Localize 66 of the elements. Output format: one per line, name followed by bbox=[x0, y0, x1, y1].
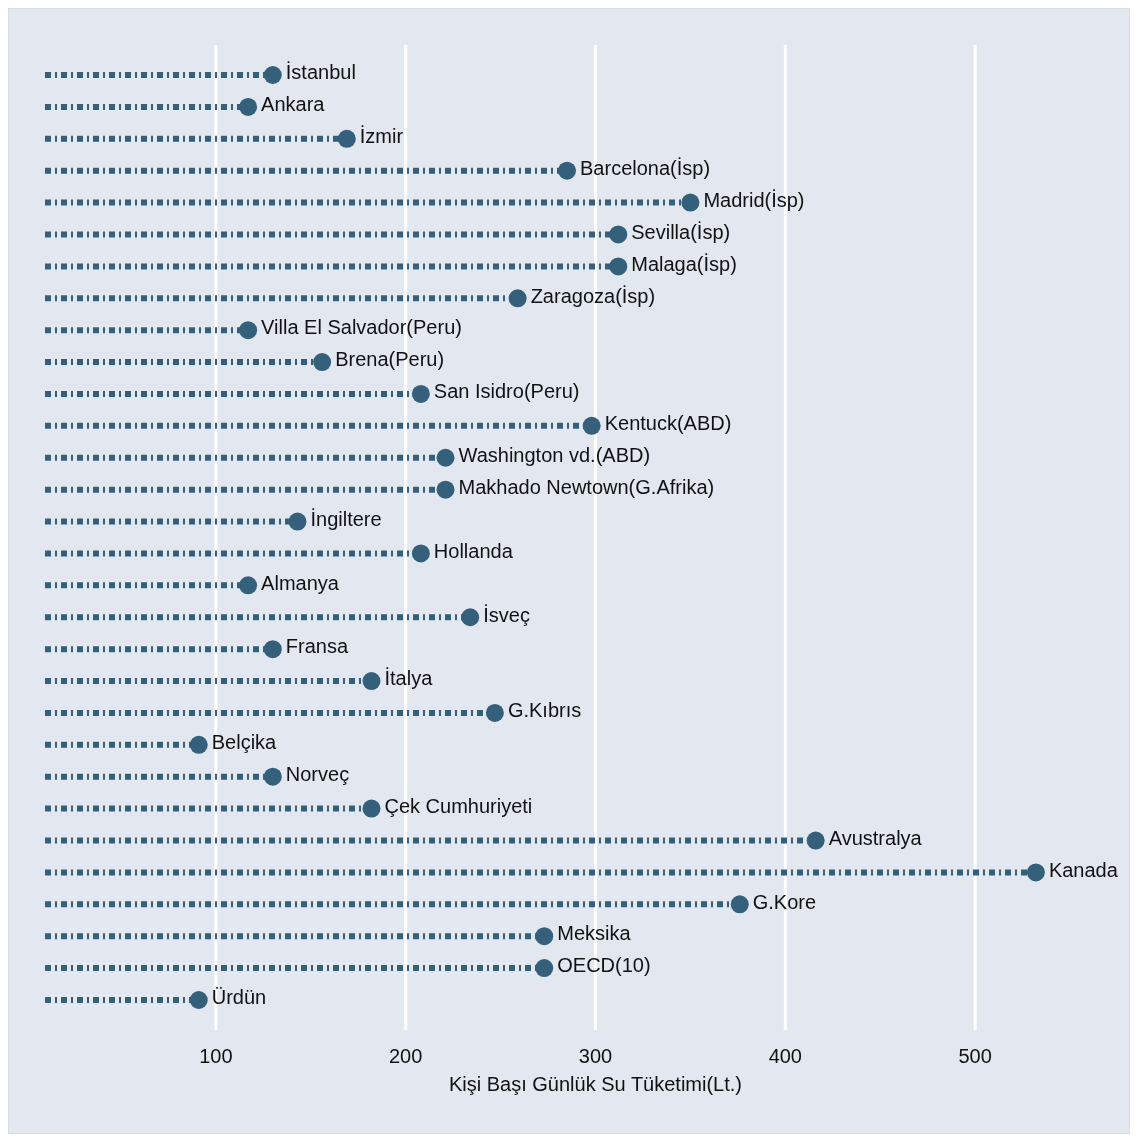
point bbox=[263, 640, 282, 659]
y-tick-label: Hollanda bbox=[433, 539, 514, 562]
y-tick-label: San Isidro(Peru) bbox=[433, 380, 580, 403]
y-tick-label: Belçika bbox=[211, 731, 278, 754]
y-tick-label: G.Kore bbox=[752, 890, 817, 913]
point bbox=[609, 257, 628, 276]
y-tick-label: Villa El Salvador(Peru) bbox=[261, 316, 462, 339]
y-tick-label: G.Kıbrıs bbox=[507, 699, 582, 722]
y-tick-label: Avustralya bbox=[828, 826, 923, 849]
x-tick-label: 400 bbox=[768, 1045, 802, 1068]
point bbox=[189, 991, 208, 1009]
point bbox=[436, 448, 455, 467]
y-tick-label: Fransa bbox=[285, 635, 349, 658]
point bbox=[411, 384, 430, 403]
point bbox=[609, 225, 628, 244]
point bbox=[313, 353, 332, 372]
point bbox=[535, 927, 554, 946]
point bbox=[558, 161, 577, 180]
y-tick-label: İstanbul bbox=[285, 61, 356, 84]
y-tick-label: Malaga(İsp) bbox=[631, 252, 737, 275]
point bbox=[436, 480, 455, 499]
x-tick-label: 300 bbox=[578, 1045, 613, 1068]
point bbox=[239, 576, 258, 595]
y-tick-label: Brena(Peru) bbox=[335, 348, 445, 371]
point bbox=[806, 831, 825, 850]
point bbox=[485, 703, 504, 722]
y-tick-label: Ürdün bbox=[211, 986, 267, 1009]
point bbox=[189, 735, 208, 754]
x-tick-label: 200 bbox=[388, 1045, 423, 1068]
point bbox=[263, 767, 282, 786]
point bbox=[263, 66, 282, 84]
point bbox=[337, 129, 356, 148]
point bbox=[730, 895, 749, 914]
y-tick-label: İtalya bbox=[384, 667, 434, 690]
point bbox=[239, 321, 258, 340]
y-tick-label: Makhado Newtown(G.Afrika) bbox=[458, 475, 715, 498]
point bbox=[239, 97, 258, 116]
point bbox=[461, 608, 480, 627]
point bbox=[508, 289, 527, 308]
point bbox=[681, 193, 700, 212]
point bbox=[411, 544, 430, 563]
y-tick-label: Kentuck(ABD) bbox=[604, 412, 732, 435]
y-tick-label: Meksika bbox=[557, 922, 632, 945]
y-tick-label: Madrid(İsp) bbox=[703, 188, 805, 211]
point bbox=[1026, 863, 1045, 882]
y-tick-label: Ankara bbox=[261, 93, 326, 116]
y-tick-label: Sevilla(İsp) bbox=[631, 220, 731, 243]
point bbox=[362, 799, 381, 818]
point bbox=[582, 416, 601, 435]
point bbox=[362, 672, 381, 691]
y-tick-label: Zaragoza(İsp) bbox=[530, 284, 656, 307]
y-tick-label: Norveç bbox=[285, 763, 350, 786]
y-tick-label: İngiltere bbox=[310, 507, 382, 530]
y-tick-label: Almanya bbox=[261, 571, 340, 594]
y-tick-label: Çek Cumhuriyeti bbox=[384, 794, 533, 817]
y-tick-label: Washington vd.(ABD) bbox=[458, 444, 651, 467]
x-tick-label: 100 bbox=[199, 1045, 233, 1068]
x-axis-title: Kişi Başı Günlük Su Tüketimi(Lt.) bbox=[448, 1073, 743, 1096]
point bbox=[288, 512, 307, 531]
y-tick-label: İzmir bbox=[359, 125, 404, 148]
y-tick-label: Kanada bbox=[1048, 858, 1119, 881]
y-tick-label: OECD(10) bbox=[557, 954, 651, 977]
y-tick-label: Barcelona(İsp) bbox=[580, 156, 711, 179]
x-tick-label: 500 bbox=[958, 1045, 992, 1068]
point bbox=[535, 959, 554, 978]
y-tick-label: İsveç bbox=[483, 603, 530, 626]
